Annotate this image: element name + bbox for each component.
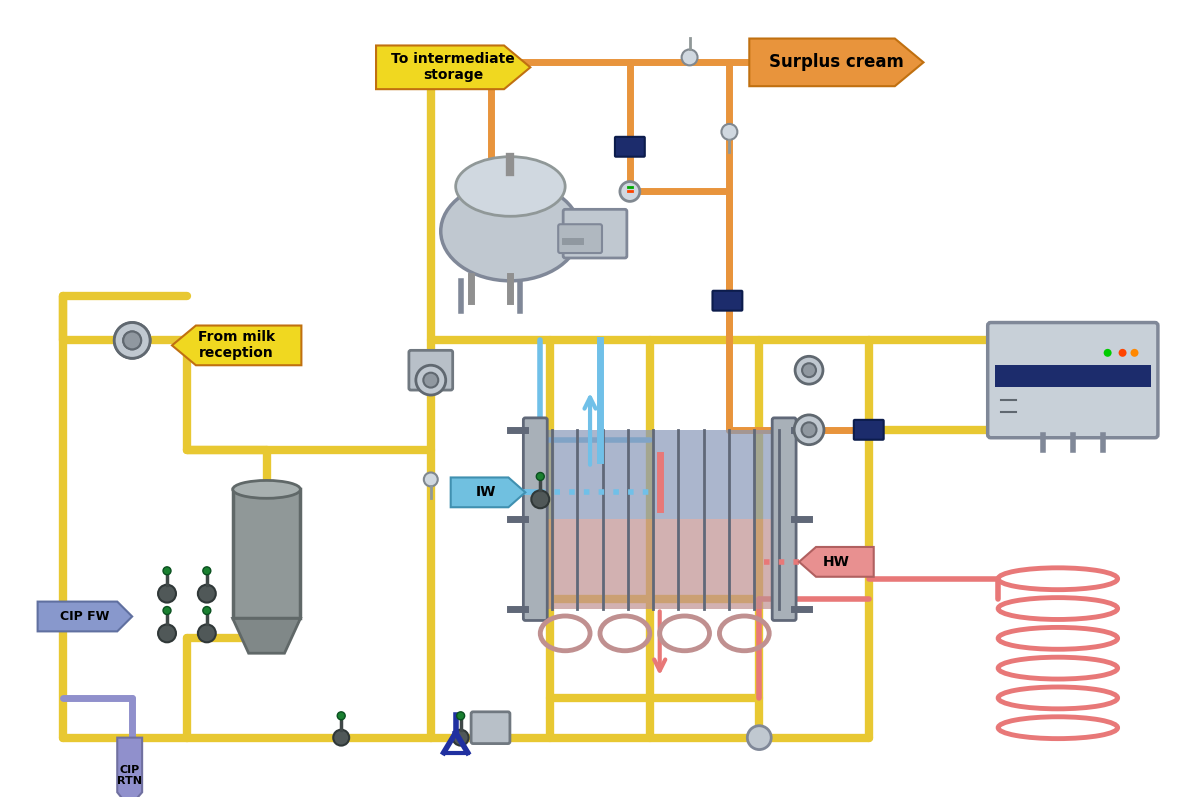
Circle shape	[163, 606, 170, 614]
Bar	[995, 366, 1151, 387]
Circle shape	[198, 625, 216, 642]
FancyBboxPatch shape	[523, 418, 547, 621]
Polygon shape	[376, 46, 530, 89]
Circle shape	[452, 730, 469, 746]
Ellipse shape	[440, 182, 580, 281]
FancyBboxPatch shape	[472, 712, 510, 743]
Circle shape	[203, 606, 211, 614]
Circle shape	[424, 473, 438, 486]
Circle shape	[748, 726, 772, 750]
Bar	[233, 490, 300, 618]
Circle shape	[416, 366, 445, 395]
Polygon shape	[37, 602, 132, 631]
FancyBboxPatch shape	[614, 137, 644, 157]
Text: IW: IW	[475, 486, 496, 499]
Circle shape	[114, 322, 150, 358]
Circle shape	[532, 490, 550, 508]
Circle shape	[620, 182, 640, 202]
Polygon shape	[233, 618, 300, 654]
Circle shape	[124, 331, 142, 350]
Circle shape	[802, 363, 816, 377]
Text: From milk
reception: From milk reception	[198, 330, 275, 361]
Bar	[540, 430, 779, 519]
Circle shape	[337, 712, 346, 720]
Circle shape	[536, 473, 545, 481]
Text: CIP FW: CIP FW	[60, 610, 109, 623]
Text: Surplus cream: Surplus cream	[769, 54, 904, 71]
Ellipse shape	[456, 157, 565, 216]
FancyBboxPatch shape	[772, 418, 796, 621]
Polygon shape	[118, 738, 142, 800]
Circle shape	[1104, 349, 1111, 357]
Polygon shape	[172, 326, 301, 366]
Circle shape	[457, 712, 464, 720]
Polygon shape	[451, 478, 526, 507]
Polygon shape	[799, 547, 874, 577]
Polygon shape	[749, 38, 924, 86]
Circle shape	[1118, 349, 1127, 357]
FancyBboxPatch shape	[558, 224, 602, 253]
Bar	[540, 519, 779, 609]
Circle shape	[198, 585, 216, 602]
Ellipse shape	[233, 481, 300, 498]
Circle shape	[334, 730, 349, 746]
Circle shape	[114, 322, 150, 358]
Circle shape	[158, 585, 176, 602]
Circle shape	[1130, 349, 1139, 357]
Circle shape	[124, 331, 142, 350]
FancyBboxPatch shape	[409, 350, 452, 390]
FancyBboxPatch shape	[563, 210, 626, 258]
Circle shape	[796, 356, 823, 384]
Text: HW: HW	[822, 555, 850, 569]
Text: To intermediate
storage: To intermediate storage	[391, 52, 515, 82]
FancyBboxPatch shape	[988, 322, 1158, 438]
Circle shape	[794, 415, 824, 445]
Circle shape	[424, 373, 438, 387]
Circle shape	[158, 625, 176, 642]
Circle shape	[203, 567, 211, 574]
Circle shape	[802, 422, 816, 438]
Circle shape	[721, 124, 737, 140]
Text: CIP
RTN: CIP RTN	[116, 765, 142, 786]
FancyBboxPatch shape	[713, 290, 743, 310]
Circle shape	[682, 50, 697, 66]
FancyBboxPatch shape	[854, 420, 883, 440]
Circle shape	[163, 567, 170, 574]
